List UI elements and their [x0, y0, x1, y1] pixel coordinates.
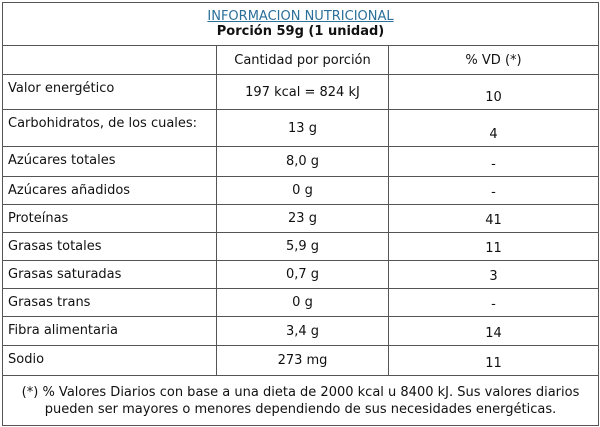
- nutrient-vd: 14: [387, 316, 600, 346]
- nutrient-vd: 41: [387, 204, 600, 233]
- nutrient-vd: 10: [387, 74, 600, 110]
- nutrient-name: Azúcares añadidos: [2, 176, 217, 205]
- nutrient-amount: 0 g: [216, 288, 389, 317]
- nutrient-name: Grasas saturadas: [2, 260, 217, 289]
- nutrient-row: Fibra alimentaria 3,4 g 14: [2, 316, 600, 346]
- nutrient-name: Sodio: [2, 345, 217, 376]
- nutrient-amount: 23 g: [216, 204, 389, 233]
- header-cell: [2, 45, 217, 75]
- header-row: Cantidad por porción % VD (*): [2, 45, 600, 75]
- nutrient-amount: 197 kcal = 824 kJ: [216, 74, 389, 110]
- nutrient-amount: 3,4 g: [216, 316, 389, 346]
- nutrient-vd: 11: [387, 232, 600, 261]
- nutrient-amount: 8,0 g: [216, 146, 389, 177]
- nutrient-vd: -: [387, 146, 600, 177]
- title-row: INFORMACION NUTRICIONAL Porción 59g (1 u…: [1, 2, 600, 46]
- nutrient-name: Grasas trans: [2, 288, 217, 317]
- nutrient-name: Proteínas: [2, 204, 217, 233]
- nutrient-row: Azúcares totales 8,0 g-: [2, 146, 600, 177]
- nutrient-row: Sodio 273 mg 11: [2, 345, 600, 376]
- nutrient-name: Valor energético: [2, 74, 217, 110]
- header-cell: % VD (*): [387, 45, 600, 75]
- header-cell: Cantidad por porción: [216, 45, 389, 75]
- nutrient-name: Azúcares totales: [2, 146, 217, 177]
- nutrient-vd: 3: [387, 260, 600, 289]
- nutrient-row: Proteínas 23 g 41: [2, 204, 600, 233]
- nutrient-name: Fibra alimentaria: [2, 316, 217, 346]
- footnote: (*) % Valores Diarios con base a una die…: [1, 375, 600, 426]
- nutrient-amount: 0,7 g: [216, 260, 389, 289]
- footnote-row: (*) % Valores Diarios con base a una die…: [1, 375, 600, 426]
- nutrient-amount: 273 mg: [216, 345, 389, 376]
- nutrient-row: Grasas totales 5,9 g 11: [2, 232, 600, 261]
- title-cell: INFORMACION NUTRICIONAL Porción 59g (1 u…: [1, 2, 600, 46]
- title: INFORMACION NUTRICIONAL: [207, 9, 394, 24]
- nutrient-row: Grasas trans 0 g-: [2, 288, 600, 317]
- nutrient-vd: 11: [387, 345, 600, 376]
- nutrient-vd: -: [387, 288, 600, 317]
- nutrient-amount: 5,9 g: [216, 232, 389, 261]
- nutrient-name: Grasas totales: [2, 232, 217, 261]
- nutrient-vd: -: [387, 176, 600, 205]
- nutrient-row: Azúcares añadidos 0 g-: [2, 176, 600, 205]
- nutrient-name: Carbohidratos, de los cuales:: [2, 109, 217, 147]
- nutrient-amount: 13 g: [216, 109, 389, 147]
- subtitle: Porción 59g (1 unidad): [216, 24, 385, 39]
- nutrient-amount: 0 g: [216, 176, 389, 205]
- nutrient-row: Valor energético 197 kcal = 824 kJ 10: [2, 74, 600, 110]
- nutrient-vd: 4: [387, 109, 600, 147]
